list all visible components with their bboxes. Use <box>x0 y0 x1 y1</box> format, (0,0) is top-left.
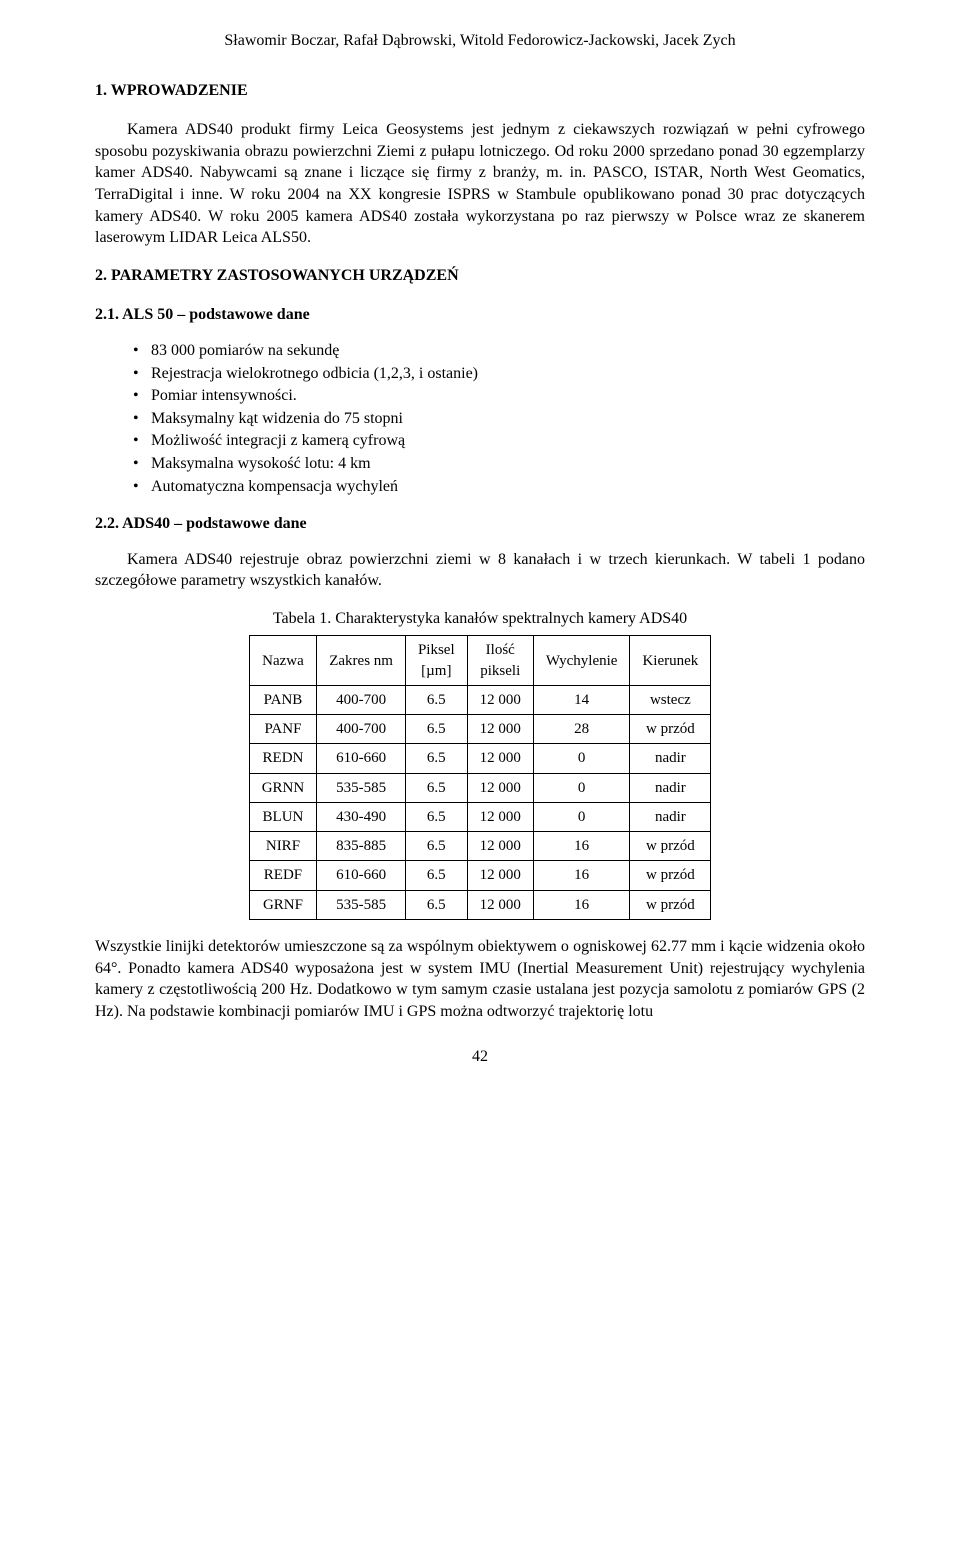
table-cell: BLUN <box>249 802 317 831</box>
list-item: Rejestracja wielokrotnego odbicia (1,2,3… <box>133 363 865 385</box>
section-2-2-title: 2.2. ADS40 – podstawowe dane <box>95 513 865 535</box>
table-cell: 610-660 <box>317 861 406 890</box>
table-row: GRNN535-5856.512 0000nadir <box>249 773 711 802</box>
table-cell: PANB <box>249 685 317 714</box>
table-cell: 0 <box>533 802 630 831</box>
table-cell: w przód <box>630 890 711 919</box>
table-cell: 6.5 <box>405 773 467 802</box>
table-cell: PANF <box>249 715 317 744</box>
list-item: Automatyczna kompensacja wychyleń <box>133 476 865 498</box>
table-cell: 6.5 <box>405 802 467 831</box>
spectral-channels-table: Nazwa Zakres nm Piksel[µm] Ilośćpikseli … <box>249 635 712 920</box>
section-2-2-paragraph-1: Kamera ADS40 rejestruje obraz powierzchn… <box>95 549 865 592</box>
table-row: GRNF535-5856.512 00016w przód <box>249 890 711 919</box>
table-cell: 14 <box>533 685 630 714</box>
table-header-cell: Kierunek <box>630 636 711 686</box>
table-cell: 6.5 <box>405 832 467 861</box>
table-cell: 6.5 <box>405 685 467 714</box>
section-2-2-paragraph-2: Wszystkie linijki detektorów umieszczone… <box>95 936 865 1022</box>
table-cell: 835-885 <box>317 832 406 861</box>
table-header-cell: Zakres nm <box>317 636 406 686</box>
table-cell: 12 000 <box>467 802 533 831</box>
table-cell: REDF <box>249 861 317 890</box>
table-cell: 6.5 <box>405 890 467 919</box>
table-row: REDF610-6606.512 00016w przód <box>249 861 711 890</box>
table-cell: 16 <box>533 861 630 890</box>
table-cell: 535-585 <box>317 890 406 919</box>
table-cell: 430-490 <box>317 802 406 831</box>
table-cell: 400-700 <box>317 685 406 714</box>
table-header-row: Nazwa Zakres nm Piksel[µm] Ilośćpikseli … <box>249 636 711 686</box>
section-1-title: 1. WPROWADZENIE <box>95 80 865 102</box>
section-2-title: 2. PARAMETRY ZASTOSOWANYCH URZĄDZEŃ <box>95 265 865 287</box>
header-authors: Sławomir Boczar, Rafał Dąbrowski, Witold… <box>95 30 865 52</box>
table-cell: 535-585 <box>317 773 406 802</box>
list-item: Możliwość integracji z kamerą cyfrową <box>133 430 865 452</box>
als50-list: 83 000 pomiarów na sekundę Rejestracja w… <box>133 340 865 497</box>
table-cell: 12 000 <box>467 773 533 802</box>
table-cell: 16 <box>533 890 630 919</box>
section-1-paragraph: Kamera ADS40 produkt firmy Leica Geosyst… <box>95 119 865 249</box>
table-cell: w przód <box>630 832 711 861</box>
table-cell: 12 000 <box>467 685 533 714</box>
table-cell: 12 000 <box>467 890 533 919</box>
table-header-cell: Nazwa <box>249 636 317 686</box>
table-cell: nadir <box>630 802 711 831</box>
table-body: PANB400-7006.512 00014wsteczPANF400-7006… <box>249 685 711 919</box>
table-cell: w przód <box>630 715 711 744</box>
table-header-cell: Piksel[µm] <box>405 636 467 686</box>
table-row: PANB400-7006.512 00014wstecz <box>249 685 711 714</box>
table-cell: 12 000 <box>467 861 533 890</box>
section-2-1-title: 2.1. ALS 50 – podstawowe dane <box>95 304 865 326</box>
table-cell: GRNN <box>249 773 317 802</box>
page-number: 42 <box>95 1046 865 1068</box>
table-cell: wstecz <box>630 685 711 714</box>
table-cell: 0 <box>533 773 630 802</box>
table-caption: Tabela 1. Charakterystyka kanałów spektr… <box>95 608 865 630</box>
list-item: Maksymalny kąt widzenia do 75 stopni <box>133 408 865 430</box>
table-row: REDN610-6606.512 0000nadir <box>249 744 711 773</box>
table-cell: 12 000 <box>467 715 533 744</box>
table-header-cell: Wychylenie <box>533 636 630 686</box>
table-cell: 0 <box>533 744 630 773</box>
table-cell: 12 000 <box>467 832 533 861</box>
table-cell: w przód <box>630 861 711 890</box>
table-cell: NIRF <box>249 832 317 861</box>
table-cell: 6.5 <box>405 744 467 773</box>
table-cell: nadir <box>630 744 711 773</box>
table-row: BLUN430-4906.512 0000nadir <box>249 802 711 831</box>
table-cell: 6.5 <box>405 861 467 890</box>
table-cell: 400-700 <box>317 715 406 744</box>
table-cell: GRNF <box>249 890 317 919</box>
table-row: PANF400-7006.512 00028w przód <box>249 715 711 744</box>
table-header-cell: Ilośćpikseli <box>467 636 533 686</box>
table-cell: nadir <box>630 773 711 802</box>
list-item: Maksymalna wysokość lotu: 4 km <box>133 453 865 475</box>
list-item: Pomiar intensywności. <box>133 385 865 407</box>
table-cell: 28 <box>533 715 630 744</box>
table-cell: 610-660 <box>317 744 406 773</box>
table-cell: 16 <box>533 832 630 861</box>
table-cell: 12 000 <box>467 744 533 773</box>
table-cell: 6.5 <box>405 715 467 744</box>
list-item: 83 000 pomiarów na sekundę <box>133 340 865 362</box>
table-row: NIRF835-8856.512 00016w przód <box>249 832 711 861</box>
table-cell: REDN <box>249 744 317 773</box>
